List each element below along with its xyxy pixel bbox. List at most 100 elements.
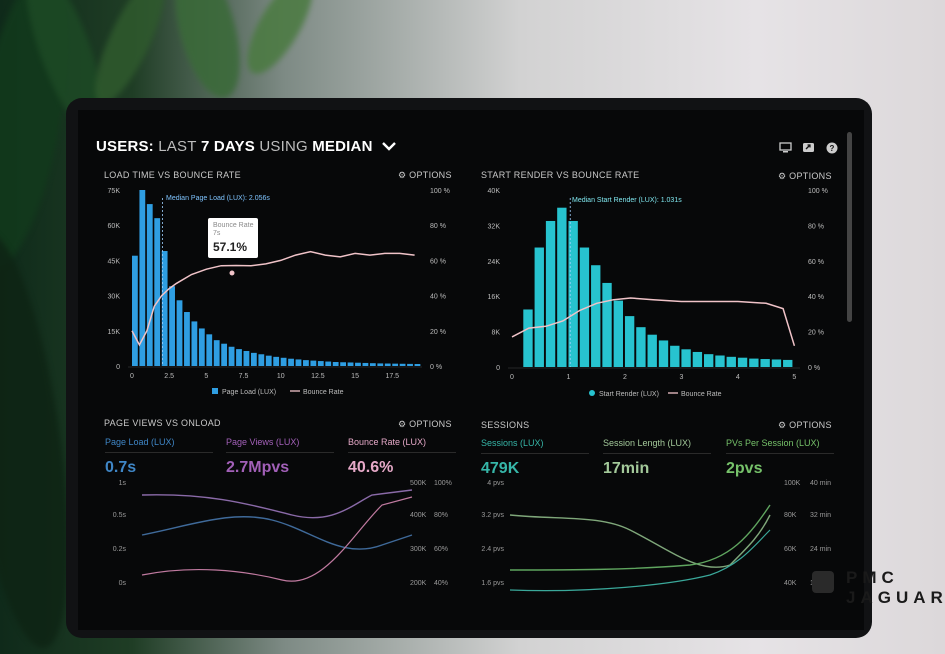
plant-leaf xyxy=(82,0,178,112)
dashboard-screen: USERS: LAST 7 DAYS USING MEDIAN ? LOAD T… xyxy=(78,110,864,630)
y-tick-right-1: 60K xyxy=(784,546,797,553)
logo-mark-icon xyxy=(812,571,834,593)
bounce-rate-line xyxy=(511,297,796,347)
bar xyxy=(613,300,624,367)
y-tick-right: 0 % xyxy=(430,364,442,371)
panel-title-pageviews: PAGE VIEWS VS ONLOAD xyxy=(104,418,221,428)
chevron-down-icon[interactable] xyxy=(381,138,397,155)
y-tick-left: 60K xyxy=(108,223,121,230)
scrollbar[interactable] xyxy=(847,132,852,322)
tooltip-value: 57.1% xyxy=(213,240,248,254)
bar xyxy=(273,356,280,366)
y-tick-left: 16K xyxy=(488,294,501,301)
panel-title-sessions: SESSIONS xyxy=(481,420,530,430)
legend-label-bar: Page Load (LUX) xyxy=(222,389,276,396)
options-button-render[interactable]: ⚙ OPTIONS xyxy=(778,171,832,181)
options-button-pageviews[interactable]: ⚙ OPTIONS xyxy=(398,419,452,429)
bar xyxy=(303,360,309,366)
bar xyxy=(236,349,242,366)
y-tick-left: 32K xyxy=(488,223,501,230)
y-tick-right: 60 % xyxy=(430,258,446,265)
bar xyxy=(213,340,220,366)
plant-leaf xyxy=(235,0,325,83)
bar xyxy=(670,345,680,367)
median-label: Median Page Load (LUX): 2.056s xyxy=(166,195,270,202)
y-tick-left: 15K xyxy=(108,329,121,336)
bar xyxy=(206,334,213,366)
metric-sessions: Sessions (LUX) 479K xyxy=(481,438,589,478)
bar xyxy=(760,359,770,367)
bar xyxy=(221,343,228,366)
bar xyxy=(726,356,736,367)
x-tick: 7.5 xyxy=(239,373,249,380)
y-tick-left: 8K xyxy=(491,330,500,337)
y-tick-right: 80 % xyxy=(808,223,824,230)
share-icon[interactable] xyxy=(802,142,815,153)
bar xyxy=(310,360,317,366)
y-tick-right-1: 100K xyxy=(784,480,801,487)
x-tick: 3 xyxy=(679,374,683,381)
watermark-logo: PMC JAGUAR xyxy=(810,566,943,612)
bar xyxy=(557,207,567,367)
bar xyxy=(749,358,759,367)
bar xyxy=(154,218,161,366)
bar xyxy=(191,321,198,366)
x-tick: 0 xyxy=(510,374,514,381)
y-tick-left: 4 pvs xyxy=(487,480,504,487)
monitor-icon[interactable] xyxy=(779,142,792,153)
bar xyxy=(161,251,168,366)
bar xyxy=(280,357,287,366)
bar xyxy=(340,362,347,366)
bar xyxy=(369,363,376,366)
legend-label-line: Bounce Rate xyxy=(681,391,722,398)
bar xyxy=(325,361,332,366)
bar xyxy=(169,286,175,366)
x-tick: 4 xyxy=(736,374,740,381)
bar xyxy=(265,355,272,366)
bar xyxy=(715,355,725,367)
bar xyxy=(658,340,669,367)
y-tick-right: 40 % xyxy=(430,294,446,301)
bar xyxy=(228,346,235,366)
series-line-3 xyxy=(509,529,771,592)
chart-start-render: 0 8K 16K 24K 32K 40K 0 % 20 % 40 % 60 % 80 % 100 % 0… xyxy=(488,188,828,398)
bar xyxy=(184,312,190,366)
bar xyxy=(783,359,793,367)
chart-page-views: 1s 0.5s 0.2s 0s 500K 400K 300K 200K 100% 80% 60% 40… xyxy=(113,480,452,587)
bar xyxy=(602,282,612,367)
x-tick: 15 xyxy=(351,373,359,380)
y-tick-left: 24K xyxy=(488,259,501,266)
options-button-sessions[interactable]: ⚙ OPTIONS xyxy=(778,420,832,430)
bar xyxy=(399,363,406,366)
svg-text:?: ? xyxy=(829,144,834,153)
bar xyxy=(579,247,590,367)
y-tick-right-1: 80K xyxy=(784,512,797,519)
bar xyxy=(771,359,782,367)
x-tick: 5 xyxy=(792,374,796,381)
x-tick: 17.5 xyxy=(385,373,399,380)
bar xyxy=(392,363,399,366)
y-tick-left: 30K xyxy=(108,294,121,301)
bar xyxy=(414,364,421,366)
bar xyxy=(737,357,748,367)
y-tick-right-1: 200K xyxy=(410,580,427,587)
chart-sessions: 4 pvs 3.2 pvs 2.4 pvs 1.6 pvs 100K 80K 60K 40K 4… xyxy=(481,480,831,592)
y-tick-left: 75K xyxy=(108,188,121,195)
options-button-load[interactable]: ⚙ OPTIONS xyxy=(398,170,452,180)
legend-label-line: Bounce Rate xyxy=(303,389,344,396)
y-tick-right-2: 32 min xyxy=(810,512,831,519)
bar xyxy=(146,204,153,366)
y-tick-right-2: 40% xyxy=(434,580,448,587)
panel-title-render: START RENDER VS BOUNCE RATE xyxy=(481,170,640,180)
y-tick-right-1: 300K xyxy=(410,546,427,553)
y-tick-left: 3.2 pvs xyxy=(481,512,504,519)
dashboard-title[interactable]: USERS: LAST 7 DAYS USING MEDIAN xyxy=(96,138,397,155)
y-tick-left: 2.4 pvs xyxy=(481,546,504,553)
series-line-1 xyxy=(141,489,413,519)
y-tick-right: 0 % xyxy=(808,365,820,372)
metric-bounce-rate: Bounce Rate (LUX) 40.6% xyxy=(348,437,456,477)
bar xyxy=(591,265,601,367)
help-icon[interactable]: ? xyxy=(825,142,838,154)
y-tick-right: 100 % xyxy=(430,188,450,195)
bar xyxy=(332,362,339,366)
